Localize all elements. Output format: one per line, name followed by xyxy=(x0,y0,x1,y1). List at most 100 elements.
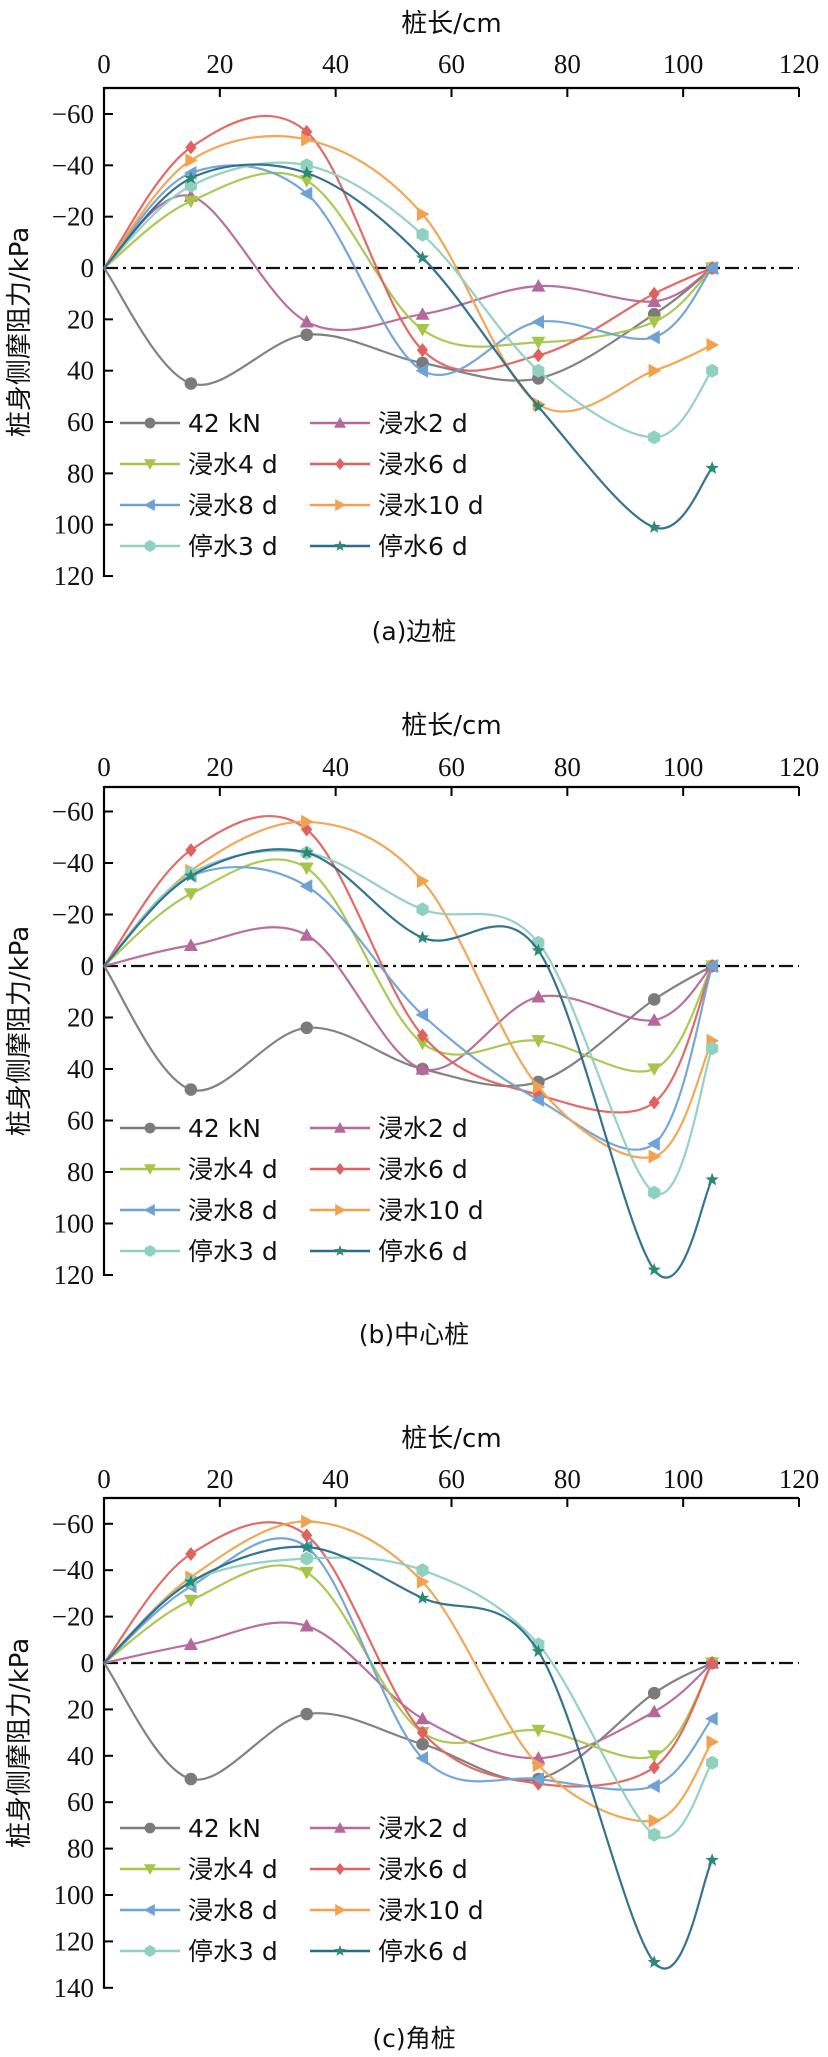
legend: 42 kN 浸水2 d 浸水4 d 浸水6 d 浸水8 d 浸水10 d 停水3 d 停水6 … xyxy=(120,1814,484,1966)
data-point-marker xyxy=(300,328,314,342)
data-point-marker xyxy=(416,207,430,222)
data-point-marker xyxy=(705,1853,719,1866)
y-tick-label: 20 xyxy=(67,1694,94,1724)
data-point-marker xyxy=(416,902,429,917)
data-point-marker xyxy=(183,888,198,901)
legend-item: 浸水8 d xyxy=(120,1196,278,1225)
legend-label: 浸水6 d xyxy=(378,450,468,479)
x-tick-label: 80 xyxy=(554,1464,581,1494)
data-point-marker xyxy=(647,1013,662,1026)
legend: 42 kN 浸水2 d 浸水4 d 浸水6 d 浸水8 d 浸水10 d 停水3 d 停水6 … xyxy=(120,409,484,561)
data-point-marker xyxy=(647,316,662,329)
y-tick-label: −60 xyxy=(52,1509,94,1539)
y-tick-label: 120 xyxy=(54,561,95,591)
legend-item: 停水6 d xyxy=(310,1937,468,1966)
series-0 xyxy=(103,261,719,390)
series-2 xyxy=(103,858,720,1076)
data-point-marker xyxy=(648,430,661,445)
x-tick-label: 80 xyxy=(554,752,581,782)
data-point-marker xyxy=(299,928,314,941)
legend-marker-icon xyxy=(144,459,156,470)
legend-item: 浸水10 d xyxy=(310,491,484,520)
data-point-marker xyxy=(531,1772,544,1786)
data-point-marker xyxy=(416,1737,429,1751)
legend-item: 停水6 d xyxy=(310,532,468,561)
y-tick-label: 120 xyxy=(54,1926,95,1956)
legend-label: 浸水2 d xyxy=(378,1814,468,1843)
y-tick-label: 20 xyxy=(67,1003,94,1033)
data-point-marker xyxy=(415,1751,429,1766)
data-point-marker xyxy=(647,1686,661,1700)
legend-label: 42 kN xyxy=(188,409,261,438)
data-point-marker xyxy=(532,348,544,363)
chart-panel-c: 桩长/cm 0 20 40 60 80 100 120 −60 −40 −20 0 20 40 60 80 10… xyxy=(5,1424,819,2053)
data-point-marker xyxy=(300,1021,314,1035)
legend-item: 浸水2 d xyxy=(310,409,468,438)
data-point-marker xyxy=(301,822,313,837)
legend-item: 42 kN xyxy=(120,409,261,438)
data-point-marker xyxy=(299,862,314,876)
legend-label: 浸水10 d xyxy=(378,1896,484,1925)
series-6 xyxy=(103,158,719,445)
y-tick-label: 100 xyxy=(54,1880,95,1910)
y-tick-label: 120 xyxy=(54,1260,95,1290)
y-tick-label: 0 xyxy=(81,1648,95,1678)
data-point-marker xyxy=(706,1656,718,1670)
x-tick-label: 120 xyxy=(779,1464,820,1494)
data-point-marker xyxy=(416,1725,429,1740)
y-tick-label: −60 xyxy=(52,99,94,129)
data-point-marker xyxy=(647,330,660,345)
series-2 xyxy=(103,171,720,350)
data-point-marker xyxy=(705,959,718,973)
data-point-marker xyxy=(299,879,313,894)
data-point-marker xyxy=(185,153,198,168)
data-point-marker xyxy=(706,1755,719,1770)
data-point-marker xyxy=(301,132,314,147)
data-point-marker xyxy=(531,399,545,413)
data-point-marker xyxy=(299,1618,314,1632)
legend-label: 浸水6 d xyxy=(378,1855,468,1884)
data-point-marker xyxy=(415,363,429,378)
data-point-marker xyxy=(415,930,430,944)
y-tick-label: 60 xyxy=(67,407,94,437)
legend-marker-icon xyxy=(335,1163,345,1175)
data-point-marker xyxy=(648,1095,660,1110)
y-tick-label: −20 xyxy=(52,1602,94,1632)
x-tick-label: 40 xyxy=(322,49,349,79)
data-point-marker xyxy=(416,874,430,888)
legend-item: 浸水6 d xyxy=(310,450,468,479)
y-tick-label: 60 xyxy=(67,1787,94,1817)
legend-label: 浸水8 d xyxy=(188,1196,278,1225)
y-tick-label: −40 xyxy=(52,848,94,878)
y-tick-label: 0 xyxy=(81,253,95,283)
data-point-marker xyxy=(185,1547,197,1561)
data-point-marker xyxy=(531,943,545,957)
data-point-marker xyxy=(416,1028,429,1043)
data-point-marker xyxy=(184,868,198,882)
legend-item: 停水3 d xyxy=(120,532,278,561)
data-point-marker xyxy=(647,1136,660,1151)
y-axis-title: 桩身侧摩阻力/kPa xyxy=(5,1638,35,1848)
y-tick-label: 0 xyxy=(81,951,95,981)
data-point-marker xyxy=(648,1149,662,1164)
legend-item: 浸水4 d xyxy=(120,1155,278,1184)
series-1 xyxy=(103,926,720,1075)
legend-label: 停水3 d xyxy=(188,532,278,561)
y-tick-label: −60 xyxy=(52,797,94,827)
legend-label: 停水3 d xyxy=(188,1237,278,1266)
y-tick-label: −20 xyxy=(52,202,94,232)
data-point-marker xyxy=(184,1083,198,1096)
data-point-marker xyxy=(301,124,313,139)
y-tick-label: 80 xyxy=(67,1157,94,1187)
legend-marker-icon xyxy=(144,1945,156,1957)
data-point-marker xyxy=(648,363,662,378)
y-tick-label: 80 xyxy=(67,1834,94,1864)
data-point-marker xyxy=(415,1711,430,1725)
x-tick-label: 120 xyxy=(779,49,820,79)
legend-marker-icon xyxy=(144,1164,156,1175)
legend-item: 浸水8 d xyxy=(120,491,278,520)
data-point-marker xyxy=(415,324,430,337)
data-point-marker xyxy=(647,1262,661,1276)
legend-item: 浸水10 d xyxy=(310,1896,484,1925)
